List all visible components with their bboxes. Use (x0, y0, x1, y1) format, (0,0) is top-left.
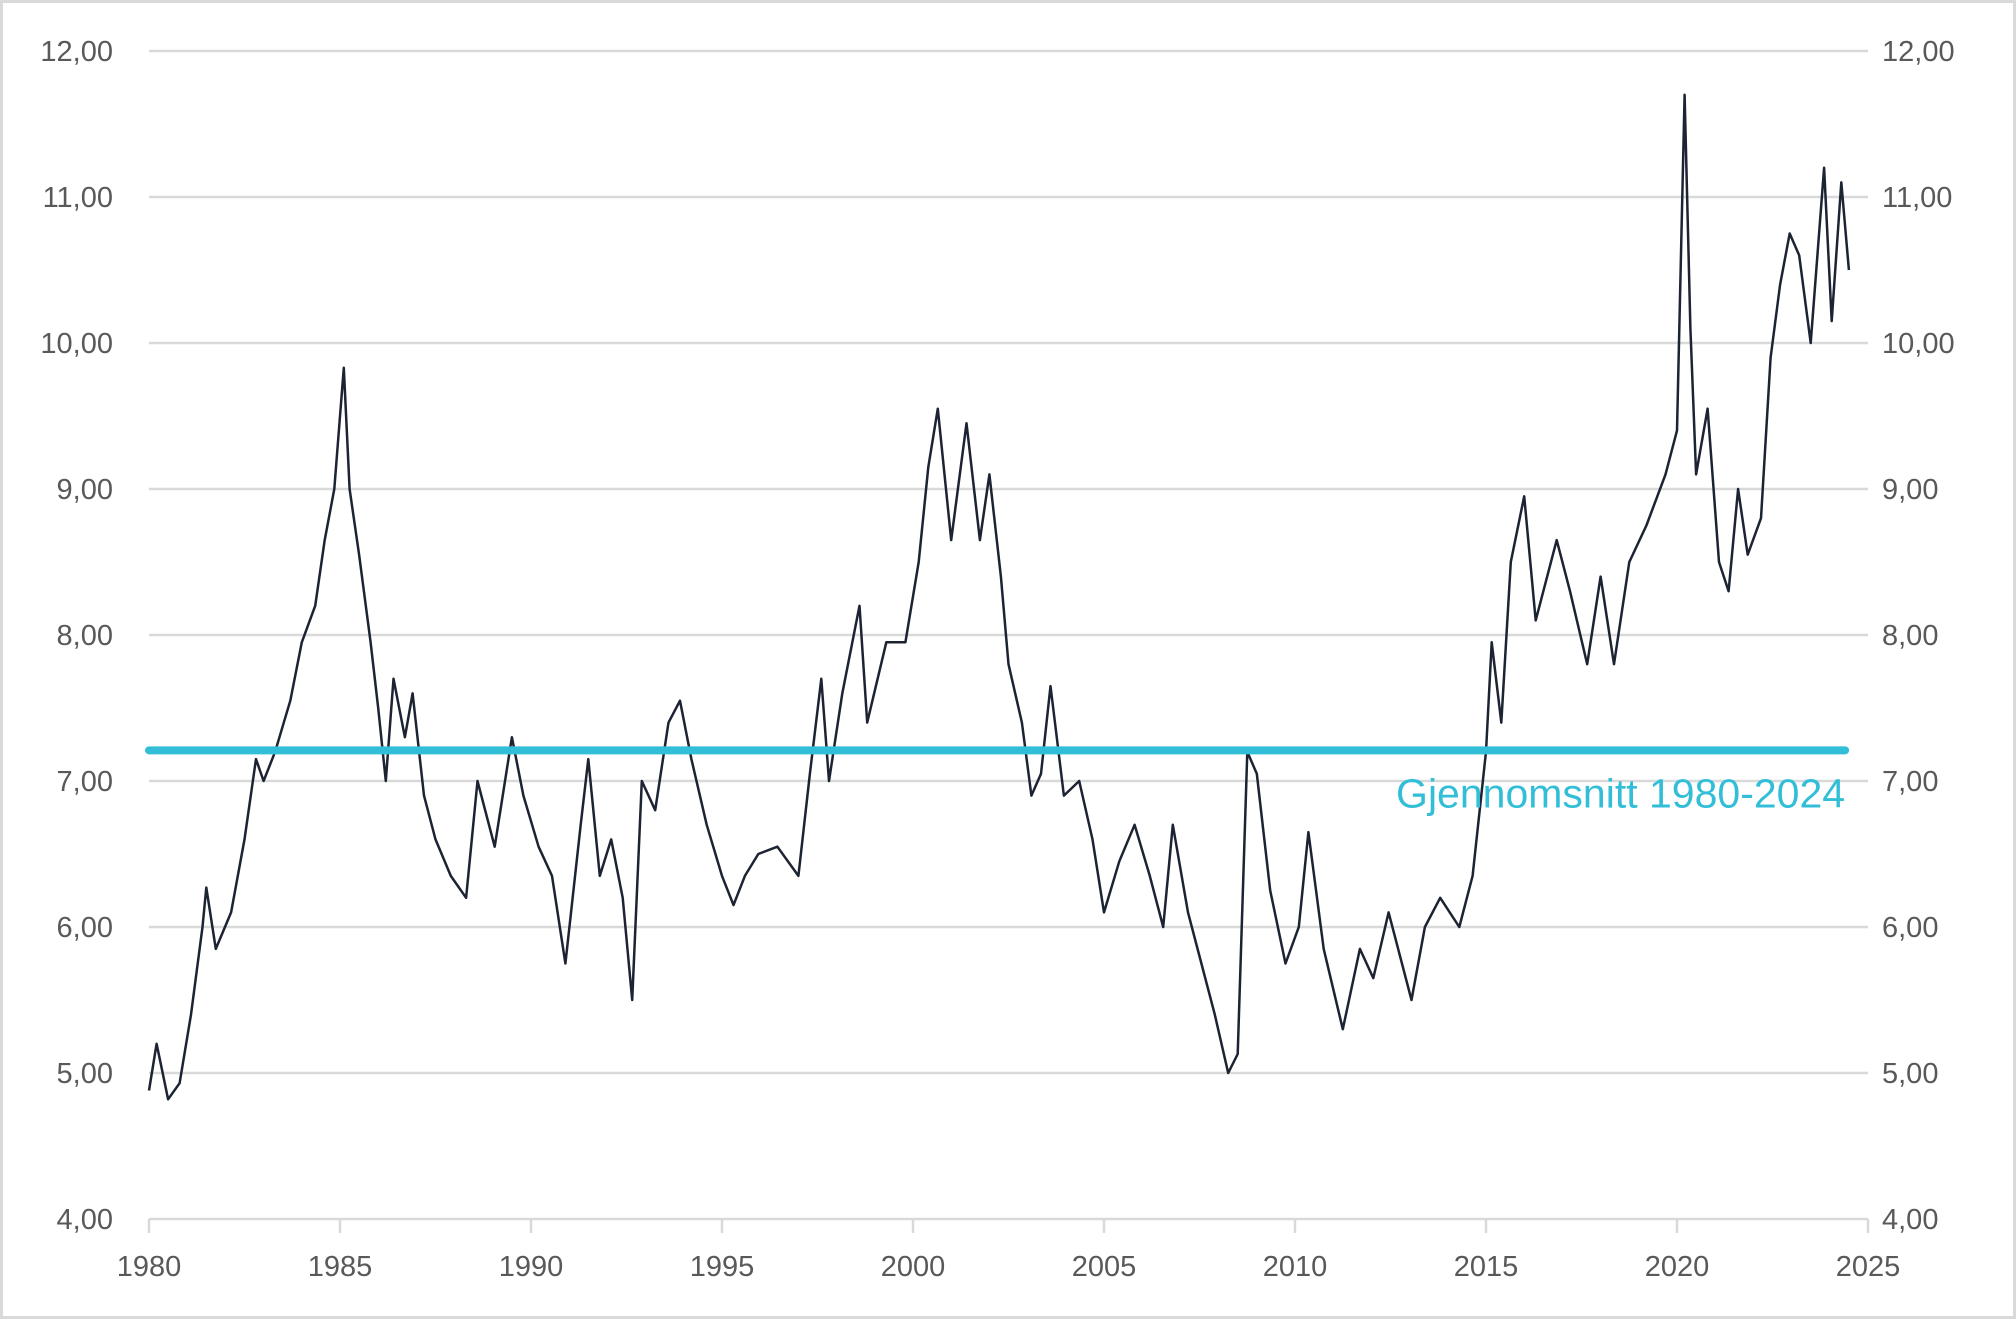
y2-tick-label: 9,00 (1882, 474, 1938, 506)
x-tick-label: 1980 (117, 1251, 182, 1283)
y-tick-label: 10,00 (40, 328, 113, 360)
y-tick-label: 9,00 (57, 474, 113, 506)
y-tick-label: 4,00 (57, 1204, 113, 1236)
y2-tick-label: 5,00 (1882, 1058, 1938, 1090)
y2-tick-label: 8,00 (1882, 620, 1938, 652)
x-tick-label: 2005 (1072, 1251, 1137, 1283)
y-tick-label: 11,00 (43, 182, 113, 214)
y-tick-label: 6,00 (57, 912, 113, 944)
y-axis-right: 4,00 5,00 6,00 7,00 8,00 9,00 10,00 11,00 12,00 (1882, 36, 1955, 1236)
x-tick-label: 2015 (1454, 1251, 1519, 1283)
y2-tick-label: 7,00 (1882, 766, 1938, 798)
y2-tick-label: 10,00 (1882, 328, 1955, 360)
average-label: Gjennomsnitt 1980-2024 (1396, 770, 1845, 816)
x-tick-label: 1995 (690, 1251, 755, 1283)
y-axis-left: 4,00 5,00 6,00 7,00 8,00 9,00 10,00 11,00 12,00 (40, 36, 113, 1236)
y-tick-label: 5,00 (57, 1058, 113, 1090)
x-axis: 1980 1985 1990 1995 2000 2005 2010 2015 2020 2025 (117, 1219, 1901, 1283)
y2-tick-label: 6,00 (1882, 912, 1938, 944)
x-tick-label: 1990 (499, 1251, 564, 1283)
y2-tick-label: 4,00 (1882, 1204, 1938, 1236)
x-tick-label: 2025 (1836, 1251, 1901, 1283)
y-tick-label: 12,00 (40, 36, 113, 68)
x-tick-label: 2010 (1263, 1251, 1328, 1283)
x-tick-label: 2000 (881, 1251, 946, 1283)
y-tick-label: 8,00 (57, 620, 113, 652)
y2-tick-label: 12,00 (1882, 36, 1955, 68)
x-tick-label: 2020 (1645, 1251, 1710, 1283)
y-tick-label: 7,00 (57, 766, 113, 798)
series-line (147, 93, 1851, 1101)
y2-tick-label: 11,00 (1882, 182, 1952, 214)
x-tick-label: 1985 (308, 1251, 373, 1283)
